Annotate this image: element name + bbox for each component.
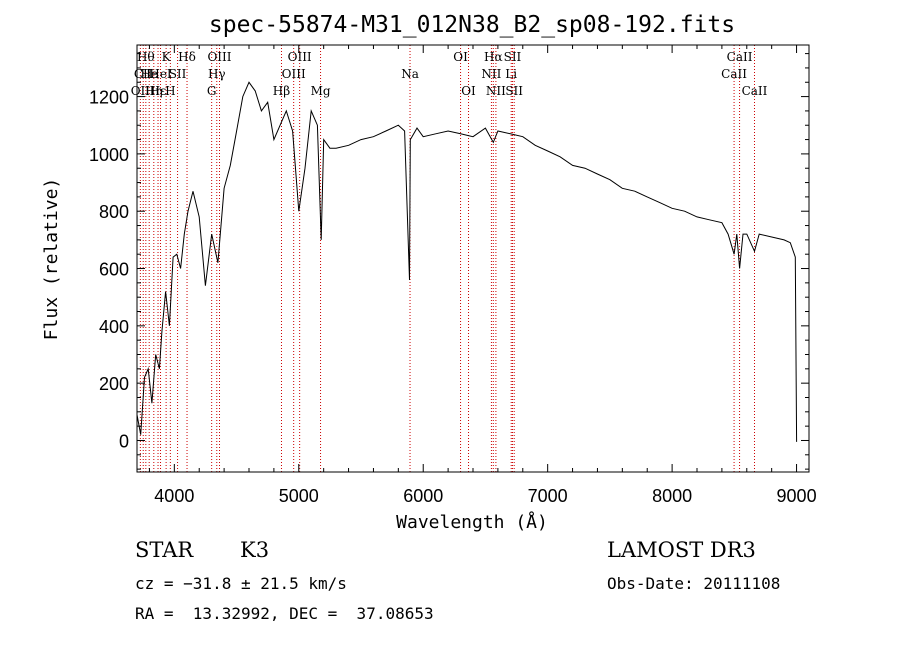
line-marker-label: OIII xyxy=(282,67,306,81)
line-marker-label: OIII xyxy=(288,50,312,64)
y-tick-label: 200 xyxy=(99,374,129,394)
spectrum-line xyxy=(136,81,798,442)
line-marker-label: Hγ xyxy=(208,67,226,81)
line-marker-label: He xyxy=(140,67,158,81)
line-marker-label: Hα xyxy=(484,50,503,64)
line-marker-label: CaII xyxy=(727,50,753,64)
y-tick-label: 400 xyxy=(99,317,129,337)
line-marker-label: NII xyxy=(486,84,506,98)
chart-title: spec-55874-M31_012N38_B2_sp08-192.fits xyxy=(209,12,735,38)
line-marker-label: SII xyxy=(504,50,522,64)
obs-date-line: Obs-Date: 20111108 xyxy=(607,574,781,593)
subclass-label: K3 xyxy=(240,538,270,562)
x-tick-label: 5000 xyxy=(279,486,319,506)
line-marker-label: H xyxy=(165,84,175,98)
line-marker-label: Hε xyxy=(150,84,167,98)
line-marker-label: Hθ xyxy=(137,50,155,64)
line-marker-label: Li xyxy=(505,67,517,81)
survey-label: LAMOST DR3 xyxy=(607,538,756,562)
x-tick-label: 4000 xyxy=(154,486,194,506)
y-tick-label: 600 xyxy=(99,260,129,280)
redshift-line: cz = −31.8 ± 21.5 km/s xyxy=(135,574,347,593)
line-marker-label: Hδ xyxy=(178,50,196,64)
line-marker-label: Hη xyxy=(145,84,163,98)
line-marker-label: K xyxy=(162,50,172,64)
x-axis: 4000 5000 6000 7000 8000 9000 xyxy=(148,45,817,506)
line-marker-label: OI xyxy=(461,84,476,98)
line-marker-label: SII xyxy=(505,84,523,98)
y-tick-label: 0 xyxy=(119,431,129,451)
coordinates-line: RA = 13.32992, DEC = 37.08653 xyxy=(135,604,434,623)
y-tick-label: 1200 xyxy=(89,88,129,108)
y-axis-label: Flux (relative) xyxy=(41,178,62,341)
x-tick-label: 6000 xyxy=(403,486,443,506)
line-marker-label: SII xyxy=(169,67,187,81)
line-marker-label: OIII xyxy=(207,50,231,64)
x-tick-label: 8000 xyxy=(652,486,692,506)
line-marker-label: CaII xyxy=(742,84,768,98)
line-marker-label: Hβ xyxy=(273,84,290,98)
line-marker-label: NII xyxy=(481,67,501,81)
plot-frame xyxy=(136,44,810,473)
y-axis: 0 200 400 600 800 1000 1200 xyxy=(89,53,809,470)
line-marker-label: Mg xyxy=(311,84,331,98)
line-marker-label: CII xyxy=(134,67,153,81)
y-tick-label: 1000 xyxy=(89,145,129,165)
y-tick-label: 800 xyxy=(99,202,129,222)
x-tick-label: 9000 xyxy=(777,486,817,506)
line-marker-label: HeI xyxy=(149,67,172,81)
line-marker-label: G xyxy=(207,84,217,98)
line-marker-label: CaII xyxy=(721,67,747,81)
class-label: STAR xyxy=(135,538,194,562)
line-markers xyxy=(139,45,755,472)
line-marker-label: Na xyxy=(401,67,419,81)
x-axis-label: Wavelength (Å) xyxy=(396,511,548,533)
line-marker-label: OII xyxy=(131,84,151,98)
x-tick-label: 7000 xyxy=(528,486,568,506)
line-marker-label: OI xyxy=(453,50,468,64)
